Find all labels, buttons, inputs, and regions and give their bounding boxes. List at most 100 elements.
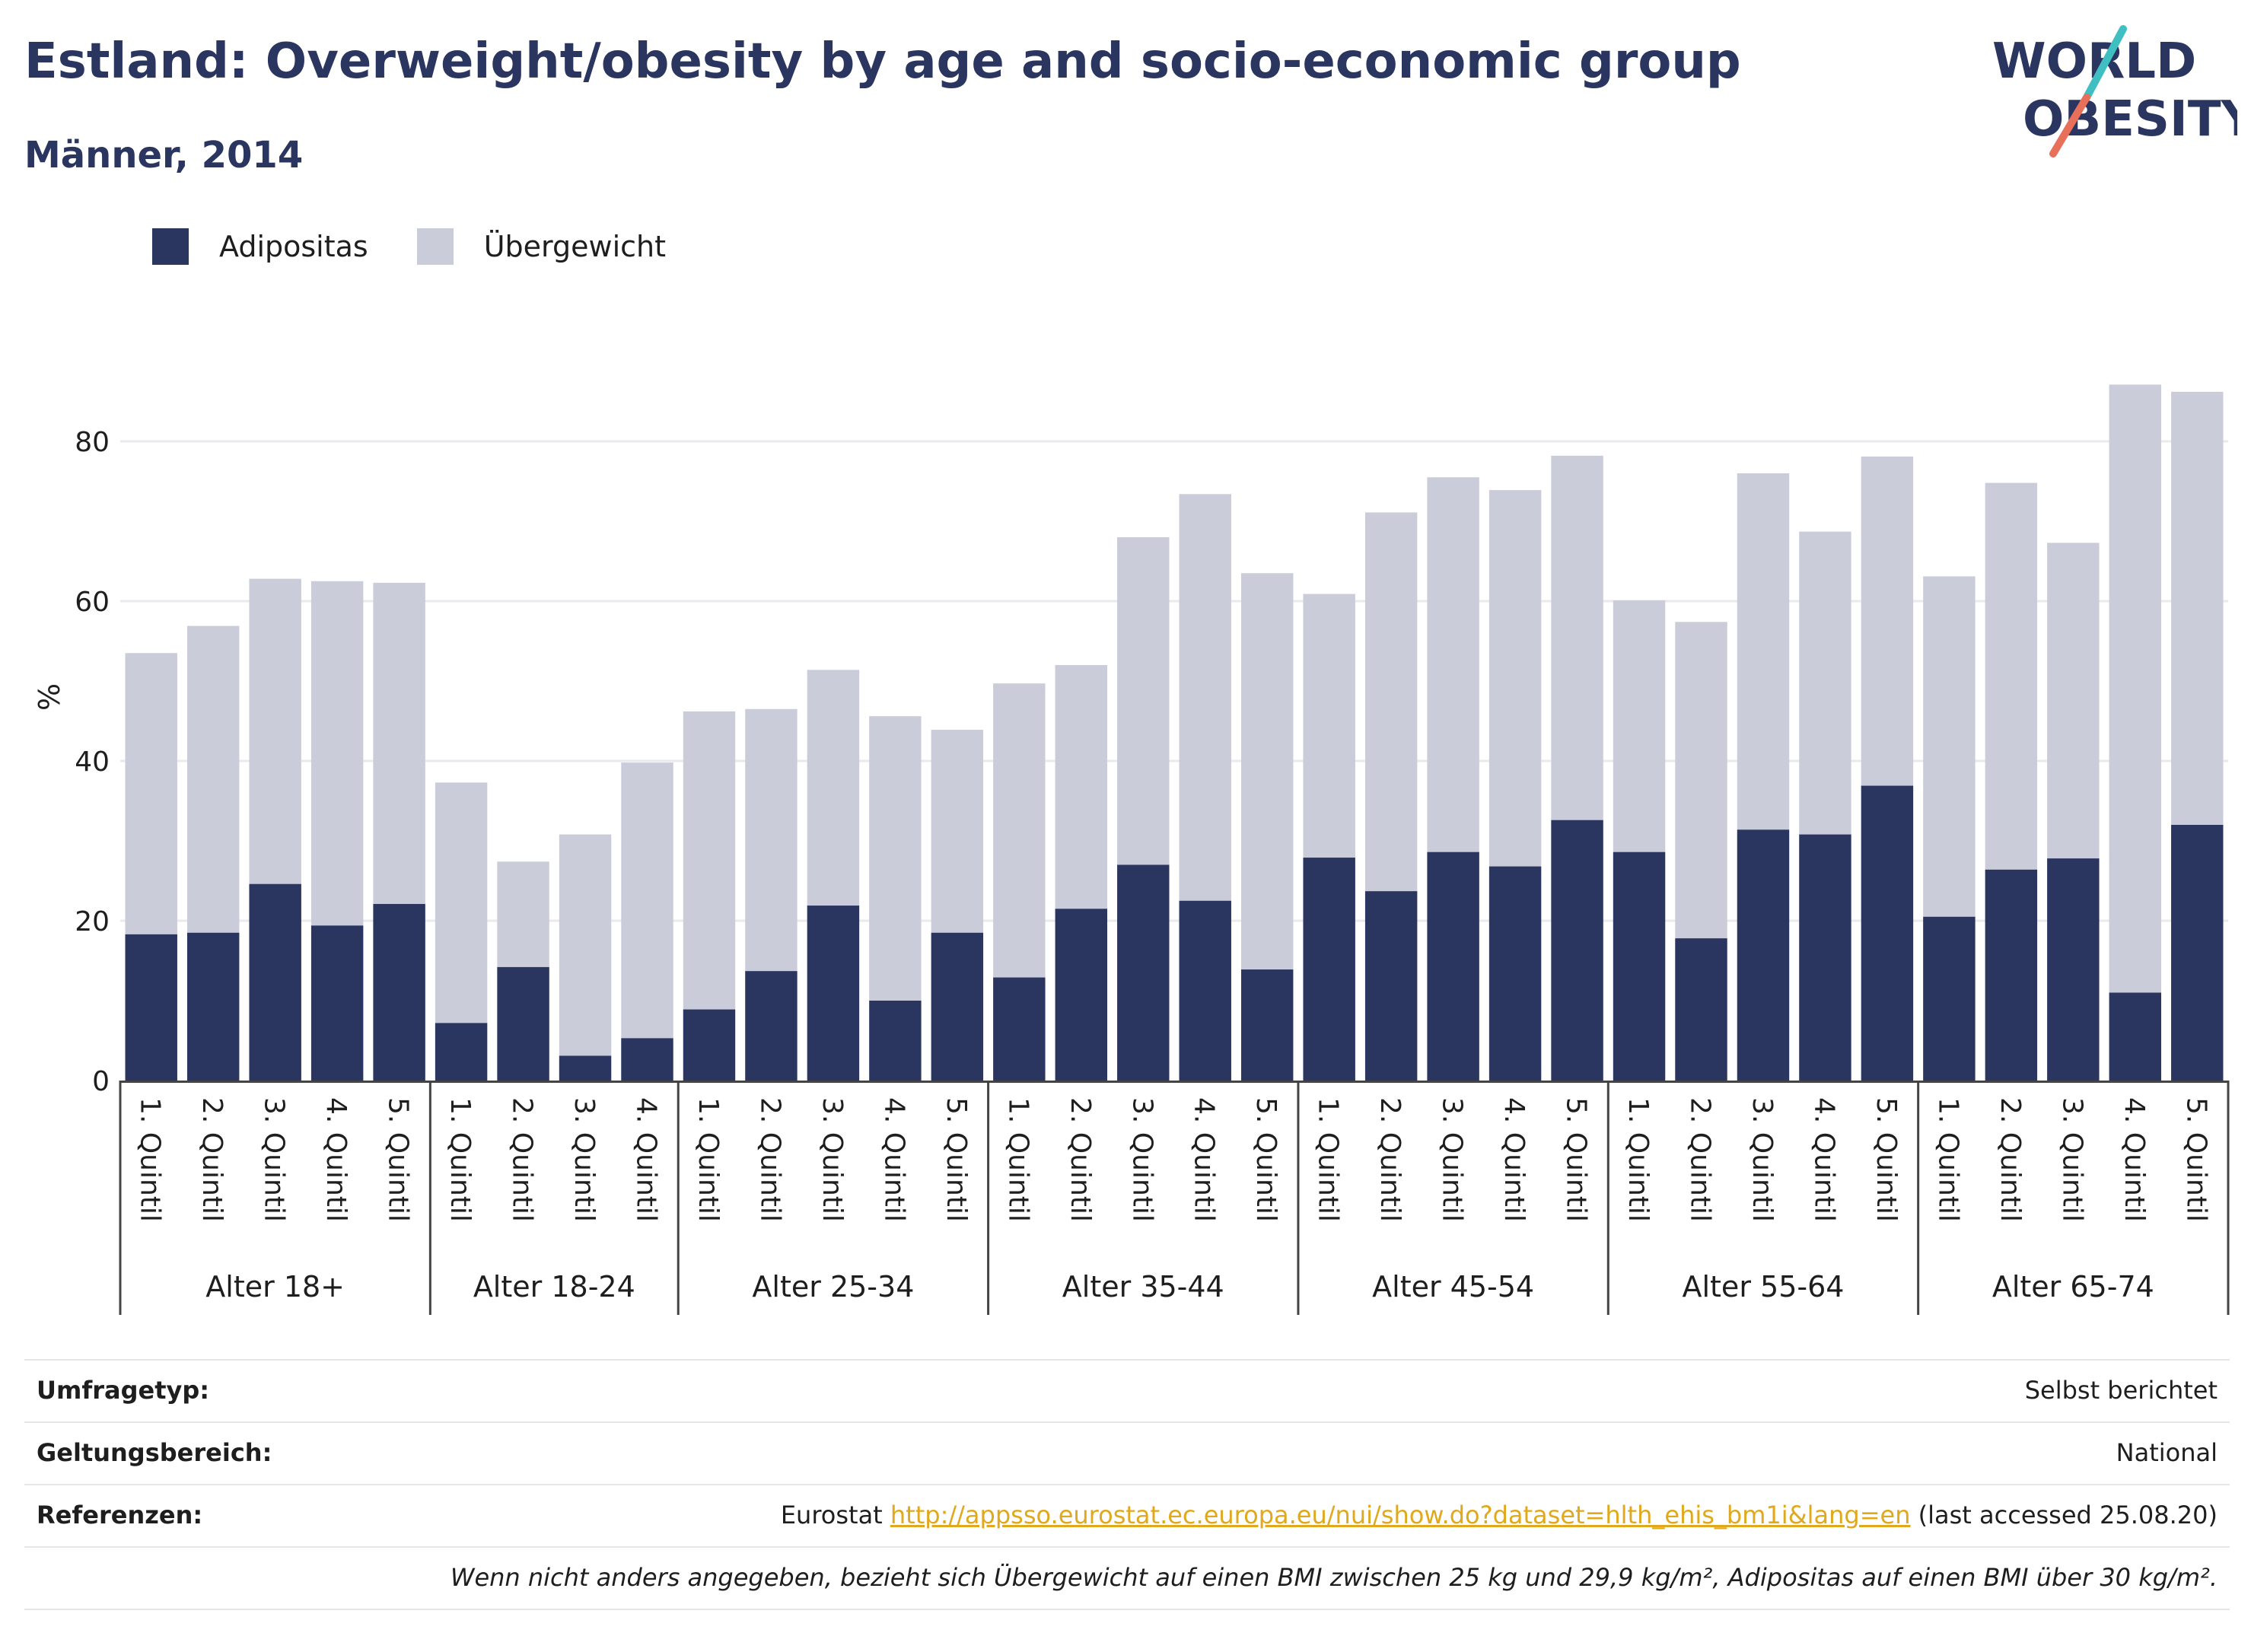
x-tick-label: 3. Quintil bbox=[1437, 1097, 1468, 1222]
survey-type-value: Selbst berichtet bbox=[2024, 1376, 2218, 1405]
x-tick-label: 1. Quintil bbox=[692, 1097, 724, 1222]
bar-overweight bbox=[1985, 482, 2038, 870]
x-tick-label: 4. Quintil bbox=[878, 1097, 909, 1222]
x-tick-label: 1. Quintil bbox=[1002, 1097, 1033, 1222]
bmi-note: Wenn nicht anders angegeben, bezieht sic… bbox=[450, 1563, 2218, 1592]
info-bottom-divider bbox=[24, 1609, 2230, 1610]
bar-overweight bbox=[1240, 573, 1294, 970]
x-tick-label: 4. Quintil bbox=[1808, 1097, 1839, 1222]
x-tick-label: 5. Quintil bbox=[2180, 1097, 2211, 1222]
group-label: Alter 65-74 bbox=[1992, 1270, 2154, 1303]
legend-swatch-adipositas bbox=[152, 228, 189, 265]
x-tick-label: 1. Quintil bbox=[1932, 1097, 1963, 1222]
bar-overweight bbox=[1799, 531, 1851, 835]
x-tick-label: 1. Quintil bbox=[135, 1097, 166, 1222]
bar-obesity bbox=[125, 934, 177, 1081]
legend-swatch-uebergewicht bbox=[416, 228, 454, 265]
bar-overweight bbox=[1737, 473, 1790, 830]
bar-obesity bbox=[1799, 834, 1851, 1081]
bar-obesity bbox=[1117, 864, 1170, 1081]
legend-item-adipositas[interactable]: Adipositas bbox=[152, 228, 368, 265]
group-label: Alter 45-54 bbox=[1372, 1270, 1534, 1303]
group-label: Alter 35-44 bbox=[1062, 1270, 1224, 1303]
scope-value: National bbox=[2116, 1438, 2218, 1467]
x-tick-label: 5. Quintil bbox=[941, 1097, 972, 1222]
bar-overweight bbox=[869, 716, 922, 1001]
info-row-references: Referenzen: Eurostat http://appsso.euros… bbox=[24, 1484, 2230, 1548]
y-tick-label: 0 bbox=[92, 1066, 110, 1097]
y-tick-label: 60 bbox=[75, 587, 110, 618]
x-tick-label: 1. Quintil bbox=[1622, 1097, 1654, 1222]
reference-accessed: (last accessed 25.08.20) bbox=[1910, 1501, 2218, 1529]
bar-obesity bbox=[373, 903, 425, 1081]
x-tick-label: 2. Quintil bbox=[1685, 1097, 1716, 1222]
bar-overweight bbox=[1613, 600, 1666, 852]
x-tick-label: 4. Quintil bbox=[1498, 1097, 1530, 1222]
bar-overweight bbox=[1427, 477, 1479, 852]
bar-obesity bbox=[1985, 869, 2038, 1081]
x-tick-label: 5. Quintil bbox=[1871, 1097, 1902, 1222]
bar-obesity bbox=[1551, 820, 1603, 1081]
bar-obesity bbox=[621, 1038, 673, 1081]
bar-overweight bbox=[2047, 543, 2100, 859]
reference-source: Eurostat bbox=[780, 1501, 890, 1529]
bar-overweight bbox=[1303, 594, 1355, 858]
y-tick-label: 20 bbox=[75, 906, 110, 937]
bar-overweight bbox=[1179, 494, 1231, 901]
bar-obesity bbox=[1613, 851, 1666, 1081]
bar-overweight bbox=[1923, 576, 1976, 917]
bar-overweight bbox=[621, 762, 673, 1039]
bar-obesity bbox=[1861, 785, 1914, 1081]
x-tick-label: 2. Quintil bbox=[1065, 1097, 1096, 1222]
bar-obesity bbox=[310, 925, 364, 1081]
bar-overweight bbox=[1488, 490, 1542, 867]
legend-label-uebergewicht: Übergewicht bbox=[483, 230, 666, 263]
x-tick-label: 5. Quintil bbox=[383, 1097, 414, 1222]
x-tick-label: 3. Quintil bbox=[2056, 1097, 2087, 1222]
bar-obesity bbox=[745, 971, 798, 1081]
x-tick-label: 5. Quintil bbox=[1561, 1097, 1592, 1222]
x-tick-label: 4. Quintil bbox=[631, 1097, 662, 1222]
bar-obesity bbox=[2109, 992, 2162, 1081]
group-label: Alter 25-34 bbox=[752, 1270, 914, 1303]
x-tick-label: 4. Quintil bbox=[1189, 1097, 1220, 1222]
legend-item-uebergewicht[interactable]: Übergewicht bbox=[416, 228, 666, 265]
scope-label: Geltungsbereich: bbox=[37, 1438, 272, 1467]
bar-overweight bbox=[1364, 512, 1418, 892]
bar-overweight bbox=[497, 861, 549, 967]
legend-label-adipositas: Adipositas bbox=[219, 230, 368, 263]
y-tick-label: 80 bbox=[75, 427, 110, 458]
bar-overweight bbox=[2109, 384, 2162, 993]
reference-link[interactable]: http://appsso.eurostat.ec.europa.eu/nui/… bbox=[890, 1501, 1911, 1529]
bar-overweight bbox=[1861, 456, 1914, 786]
x-tick-label: 3. Quintil bbox=[817, 1097, 848, 1222]
bar-obesity bbox=[869, 1001, 922, 1081]
group-label: Alter 18-24 bbox=[473, 1270, 635, 1303]
x-tick-label: 2. Quintil bbox=[1374, 1097, 1406, 1222]
bar-obesity bbox=[559, 1055, 612, 1081]
group-label: Alter 18+ bbox=[205, 1270, 345, 1303]
bar-overweight bbox=[559, 834, 612, 1056]
logo-slash-teal-icon bbox=[2083, 25, 2127, 101]
x-tick-label: 2. Quintil bbox=[196, 1097, 228, 1222]
x-tick-label: 3. Quintil bbox=[568, 1097, 600, 1222]
references-value: Eurostat http://appsso.eurostat.ec.europ… bbox=[781, 1501, 2218, 1529]
bar-obesity bbox=[497, 966, 549, 1081]
y-axis-label: % bbox=[33, 683, 66, 711]
bar-overweight bbox=[125, 653, 177, 934]
bar-obesity bbox=[2047, 858, 2100, 1081]
survey-type-label: Umfragetyp: bbox=[37, 1376, 210, 1405]
bar-obesity bbox=[683, 1009, 736, 1081]
bar-obesity bbox=[2171, 825, 2224, 1081]
page-title: Estland: Overweight/obesity by age and s… bbox=[24, 33, 1741, 90]
x-tick-label: 2. Quintil bbox=[507, 1097, 538, 1222]
bar-overweight bbox=[993, 683, 1046, 978]
bar-obesity bbox=[1923, 916, 1976, 1081]
info-row-survey-type: Umfragetyp: Selbst berichtet bbox=[24, 1359, 2230, 1423]
bar-obesity bbox=[435, 1023, 488, 1081]
bar-overweight bbox=[745, 708, 798, 972]
y-tick-label: 40 bbox=[75, 746, 110, 778]
bar-overweight bbox=[683, 711, 736, 1010]
x-tick-label: 5. Quintil bbox=[1250, 1097, 1282, 1222]
bar-overweight bbox=[1551, 455, 1603, 820]
